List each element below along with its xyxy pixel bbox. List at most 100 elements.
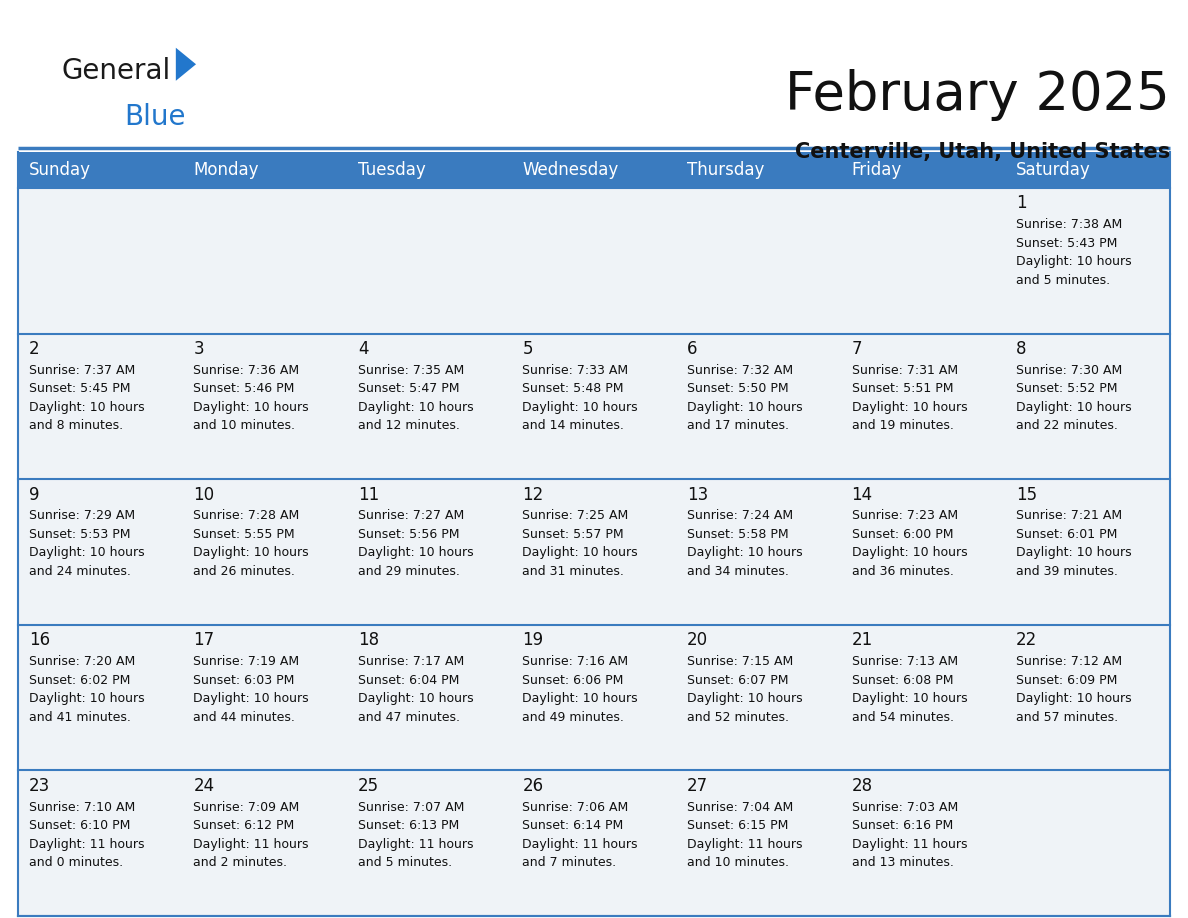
Bar (676, 333, 841, 479)
Text: 11: 11 (358, 486, 379, 504)
Bar (1005, 188, 1170, 333)
Text: 12: 12 (523, 486, 544, 504)
Text: Sunrise: 7:06 AM
Sunset: 6:14 PM
Daylight: 11 hours
and 7 minutes.: Sunrise: 7:06 AM Sunset: 6:14 PM Dayligh… (523, 800, 638, 869)
Bar (512, 188, 676, 333)
Text: 23: 23 (29, 777, 50, 795)
Bar (347, 479, 512, 625)
Text: Sunrise: 7:04 AM
Sunset: 6:15 PM
Daylight: 11 hours
and 10 minutes.: Sunrise: 7:04 AM Sunset: 6:15 PM Dayligh… (687, 800, 802, 869)
Bar (347, 770, 512, 916)
Text: 15: 15 (1016, 486, 1037, 504)
Bar (18, 152, 1170, 188)
Bar (18, 625, 183, 770)
Text: Sunrise: 7:17 AM
Sunset: 6:04 PM
Daylight: 10 hours
and 47 minutes.: Sunrise: 7:17 AM Sunset: 6:04 PM Dayligh… (358, 655, 474, 723)
Bar (347, 625, 512, 770)
Text: Sunrise: 7:23 AM
Sunset: 6:00 PM
Daylight: 10 hours
and 36 minutes.: Sunrise: 7:23 AM Sunset: 6:00 PM Dayligh… (852, 509, 967, 578)
Bar (841, 770, 1005, 916)
Text: 8: 8 (1016, 340, 1026, 358)
Text: Sunrise: 7:24 AM
Sunset: 5:58 PM
Daylight: 10 hours
and 34 minutes.: Sunrise: 7:24 AM Sunset: 5:58 PM Dayligh… (687, 509, 803, 578)
Text: 26: 26 (523, 777, 544, 795)
Text: Sunrise: 7:21 AM
Sunset: 6:01 PM
Daylight: 10 hours
and 39 minutes.: Sunrise: 7:21 AM Sunset: 6:01 PM Dayligh… (1016, 509, 1132, 578)
Text: 20: 20 (687, 632, 708, 649)
Text: Sunrise: 7:33 AM
Sunset: 5:48 PM
Daylight: 10 hours
and 14 minutes.: Sunrise: 7:33 AM Sunset: 5:48 PM Dayligh… (523, 364, 638, 432)
Bar (183, 770, 347, 916)
Text: Sunrise: 7:37 AM
Sunset: 5:45 PM
Daylight: 10 hours
and 8 minutes.: Sunrise: 7:37 AM Sunset: 5:45 PM Dayligh… (29, 364, 144, 432)
Text: 14: 14 (852, 486, 873, 504)
Text: Sunrise: 7:13 AM
Sunset: 6:08 PM
Daylight: 10 hours
and 54 minutes.: Sunrise: 7:13 AM Sunset: 6:08 PM Dayligh… (852, 655, 967, 723)
Bar (676, 625, 841, 770)
Text: Sunrise: 7:03 AM
Sunset: 6:16 PM
Daylight: 11 hours
and 13 minutes.: Sunrise: 7:03 AM Sunset: 6:16 PM Dayligh… (852, 800, 967, 869)
Bar (18, 188, 183, 333)
Text: 10: 10 (194, 486, 214, 504)
Bar (512, 333, 676, 479)
Text: Sunrise: 7:10 AM
Sunset: 6:10 PM
Daylight: 11 hours
and 0 minutes.: Sunrise: 7:10 AM Sunset: 6:10 PM Dayligh… (29, 800, 144, 869)
Text: General: General (62, 57, 171, 85)
Bar (1005, 479, 1170, 625)
Text: Centerville, Utah, United States: Centerville, Utah, United States (795, 142, 1170, 162)
Text: Sunrise: 7:09 AM
Sunset: 6:12 PM
Daylight: 11 hours
and 2 minutes.: Sunrise: 7:09 AM Sunset: 6:12 PM Dayligh… (194, 800, 309, 869)
Text: Sunrise: 7:27 AM
Sunset: 5:56 PM
Daylight: 10 hours
and 29 minutes.: Sunrise: 7:27 AM Sunset: 5:56 PM Dayligh… (358, 509, 474, 578)
Text: Sunrise: 7:07 AM
Sunset: 6:13 PM
Daylight: 11 hours
and 5 minutes.: Sunrise: 7:07 AM Sunset: 6:13 PM Dayligh… (358, 800, 473, 869)
Text: Tuesday: Tuesday (358, 161, 425, 179)
Bar (347, 188, 512, 333)
Text: 3: 3 (194, 340, 204, 358)
Text: Blue: Blue (125, 103, 187, 131)
Bar (512, 625, 676, 770)
Text: Friday: Friday (852, 161, 902, 179)
Text: Sunrise: 7:31 AM
Sunset: 5:51 PM
Daylight: 10 hours
and 19 minutes.: Sunrise: 7:31 AM Sunset: 5:51 PM Dayligh… (852, 364, 967, 432)
Text: 2: 2 (29, 340, 39, 358)
Text: February 2025: February 2025 (785, 69, 1170, 121)
Text: Sunrise: 7:36 AM
Sunset: 5:46 PM
Daylight: 10 hours
and 10 minutes.: Sunrise: 7:36 AM Sunset: 5:46 PM Dayligh… (194, 364, 309, 432)
Text: 5: 5 (523, 340, 533, 358)
Text: Sunrise: 7:19 AM
Sunset: 6:03 PM
Daylight: 10 hours
and 44 minutes.: Sunrise: 7:19 AM Sunset: 6:03 PM Dayligh… (194, 655, 309, 723)
Text: 9: 9 (29, 486, 39, 504)
Text: Sunrise: 7:35 AM
Sunset: 5:47 PM
Daylight: 10 hours
and 12 minutes.: Sunrise: 7:35 AM Sunset: 5:47 PM Dayligh… (358, 364, 474, 432)
Text: 6: 6 (687, 340, 697, 358)
Text: 21: 21 (852, 632, 873, 649)
Bar (512, 479, 676, 625)
Bar (841, 333, 1005, 479)
Text: 28: 28 (852, 777, 873, 795)
Text: 22: 22 (1016, 632, 1037, 649)
Text: Wednesday: Wednesday (523, 161, 619, 179)
Bar (18, 479, 183, 625)
Bar (676, 770, 841, 916)
Bar (676, 479, 841, 625)
Text: 27: 27 (687, 777, 708, 795)
Bar (676, 188, 841, 333)
Bar (183, 479, 347, 625)
Text: Sunday: Sunday (29, 161, 90, 179)
Text: Sunrise: 7:32 AM
Sunset: 5:50 PM
Daylight: 10 hours
and 17 minutes.: Sunrise: 7:32 AM Sunset: 5:50 PM Dayligh… (687, 364, 803, 432)
Text: 25: 25 (358, 777, 379, 795)
Text: 17: 17 (194, 632, 214, 649)
Text: 18: 18 (358, 632, 379, 649)
Bar (1005, 770, 1170, 916)
Bar (512, 770, 676, 916)
Text: 7: 7 (852, 340, 862, 358)
Text: Saturday: Saturday (1016, 161, 1091, 179)
Text: Sunrise: 7:38 AM
Sunset: 5:43 PM
Daylight: 10 hours
and 5 minutes.: Sunrise: 7:38 AM Sunset: 5:43 PM Dayligh… (1016, 218, 1132, 286)
Text: Sunrise: 7:30 AM
Sunset: 5:52 PM
Daylight: 10 hours
and 22 minutes.: Sunrise: 7:30 AM Sunset: 5:52 PM Dayligh… (1016, 364, 1132, 432)
Text: Sunrise: 7:28 AM
Sunset: 5:55 PM
Daylight: 10 hours
and 26 minutes.: Sunrise: 7:28 AM Sunset: 5:55 PM Dayligh… (194, 509, 309, 578)
Text: 16: 16 (29, 632, 50, 649)
Text: Sunrise: 7:16 AM
Sunset: 6:06 PM
Daylight: 10 hours
and 49 minutes.: Sunrise: 7:16 AM Sunset: 6:06 PM Dayligh… (523, 655, 638, 723)
Text: 4: 4 (358, 340, 368, 358)
Bar (183, 188, 347, 333)
Bar (18, 333, 183, 479)
Text: Sunrise: 7:25 AM
Sunset: 5:57 PM
Daylight: 10 hours
and 31 minutes.: Sunrise: 7:25 AM Sunset: 5:57 PM Dayligh… (523, 509, 638, 578)
Text: 24: 24 (194, 777, 214, 795)
Text: Sunrise: 7:29 AM
Sunset: 5:53 PM
Daylight: 10 hours
and 24 minutes.: Sunrise: 7:29 AM Sunset: 5:53 PM Dayligh… (29, 509, 144, 578)
Text: Sunrise: 7:12 AM
Sunset: 6:09 PM
Daylight: 10 hours
and 57 minutes.: Sunrise: 7:12 AM Sunset: 6:09 PM Dayligh… (1016, 655, 1132, 723)
Text: Thursday: Thursday (687, 161, 764, 179)
Text: 19: 19 (523, 632, 544, 649)
Bar (1005, 333, 1170, 479)
Text: Monday: Monday (194, 161, 259, 179)
Bar (183, 625, 347, 770)
Text: 1: 1 (1016, 195, 1026, 212)
Bar (841, 188, 1005, 333)
Bar (18, 770, 183, 916)
Text: 13: 13 (687, 486, 708, 504)
Bar (347, 333, 512, 479)
Text: Sunrise: 7:15 AM
Sunset: 6:07 PM
Daylight: 10 hours
and 52 minutes.: Sunrise: 7:15 AM Sunset: 6:07 PM Dayligh… (687, 655, 803, 723)
Bar (841, 479, 1005, 625)
Bar (841, 625, 1005, 770)
